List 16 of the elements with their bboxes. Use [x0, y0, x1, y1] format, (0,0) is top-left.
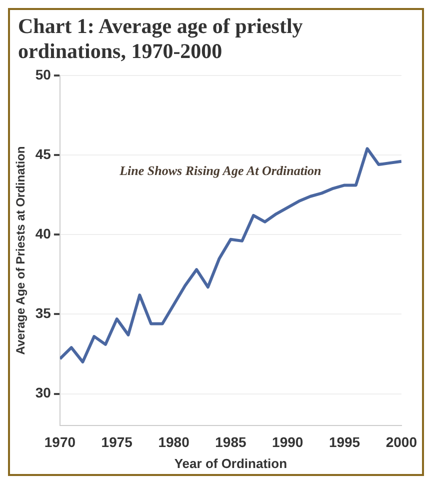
x-tick-label: 1980	[158, 434, 190, 450]
x-tick-label: 1985	[215, 434, 246, 450]
y-tick-label: 45	[35, 146, 52, 162]
chart-title: Chart 1: Average age of priestly ordinations, 1970-2000	[17, 13, 304, 64]
y-tick-label: 50	[35, 66, 52, 83]
annotation: Line Shows Rising Age At Ordination	[118, 163, 322, 178]
x-tick-label: 1990	[272, 434, 304, 450]
y-axis-title: Average Age of Priests at Ordination	[14, 146, 28, 356]
x-tick-label: 2000	[386, 434, 418, 450]
y-tick-label: 35	[35, 305, 52, 322]
x-axis-title: Year of Ordination	[174, 456, 288, 472]
y-tick-label: 40	[35, 226, 52, 242]
x-tick-label: 1975	[101, 434, 133, 450]
x-tick-label: 1995	[328, 434, 360, 450]
x-tick-label: 1970	[44, 434, 76, 450]
y-tick-label: 30	[35, 385, 52, 401]
